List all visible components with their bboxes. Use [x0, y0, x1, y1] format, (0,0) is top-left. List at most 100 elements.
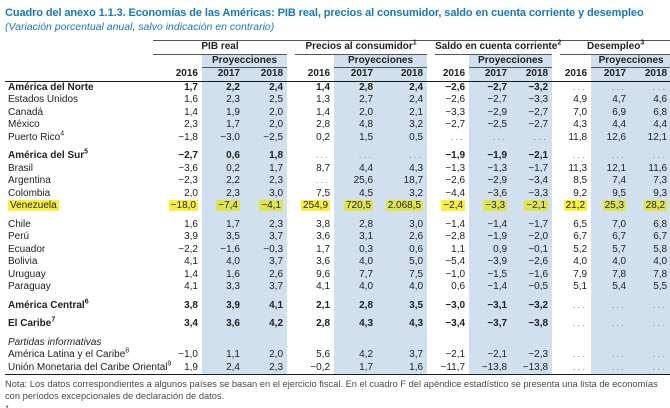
value-cell: 1,4: [316, 81, 331, 93]
table-row: América Latina y el Caribe8 −1,0 1,1 2,0 5,6…: [5, 348, 670, 362]
value-cell: −4,4: [445, 187, 466, 199]
value-cell: 3,6: [316, 256, 331, 267]
value-cell: 1,1: [451, 243, 466, 255]
value-cell: 18,7: [377, 175, 428, 188]
value-cell: 1,3: [316, 94, 331, 105]
value-cell: 3,0: [244, 187, 288, 200]
value-cell: −3,8: [511, 312, 553, 331]
row-label: Argentina: [8, 175, 51, 186]
table-row: Brasil −3,6 0,2 1,7 8,7 4,4 4,3 −1,3 −1,3 −1,7 11,…: [5, 162, 670, 175]
value-cell: 12,6: [591, 131, 631, 144]
corner-cell: [5, 54, 153, 68]
value-cell: −3,7: [469, 312, 512, 331]
group-gap: [552, 231, 560, 244]
group-gap: [287, 175, 295, 188]
value-cell: 4,1: [184, 281, 198, 292]
value-cell: 4,3: [377, 162, 428, 175]
value-cell: [469, 330, 512, 349]
group-gap: [552, 312, 560, 331]
value-cell: −3,6: [178, 162, 198, 174]
value-cell: ...: [591, 349, 631, 362]
value-cell: 3,3: [202, 281, 244, 294]
value-cell: 1,7: [202, 212, 244, 231]
value-cell: 1,4: [316, 106, 331, 118]
table-row: América del Norte 1,7 2,2 2,4 1,4 2,8 2,4 −2,6−…: [5, 81, 670, 94]
value-cell: [511, 330, 553, 349]
value-cell: 4,0: [377, 281, 428, 294]
value-cell: 3,1: [334, 231, 378, 244]
value-cell: 0,2: [202, 162, 244, 175]
value-cell: ...: [560, 361, 592, 375]
value-cell: 2,0: [244, 106, 288, 119]
value-cell: ...: [591, 144, 631, 163]
row-label: América Central6: [8, 298, 89, 311]
value-cell: [560, 331, 591, 350]
table-row: Partidas informativas: [5, 330, 670, 350]
column-group-header: Desempleo3: [560, 40, 670, 55]
value-cell: −7,4: [202, 200, 244, 213]
clipped-footnote-marker: 1: [5, 404, 670, 408]
table-row: Perú 3,9 3,5 3,7 3,6 3,1 2,6 −2,8 −1,9 −2,0 6,7 6,7…: [5, 231, 670, 244]
value-cell: [630, 330, 670, 349]
value-cell: −2,3: [511, 349, 553, 362]
value-cell: 2,4: [377, 94, 428, 107]
year-header: 2017: [202, 67, 244, 82]
value-cell: 8,7: [316, 162, 331, 174]
value-cell: [295, 331, 334, 350]
value-cell: 4,0: [573, 256, 588, 267]
value-cell: 5,4: [591, 281, 631, 294]
value-cell: 6,8: [630, 106, 670, 119]
row-label: América del Sur5: [8, 148, 89, 161]
value-cell: 0,5: [377, 131, 428, 144]
value-cell: 4,3: [377, 312, 428, 331]
value-cell: −1,9: [469, 231, 512, 244]
value-cell: 3,8: [184, 299, 198, 311]
value-cell: [377, 330, 428, 349]
value-cell: 5,1: [573, 281, 588, 292]
group-gap: [427, 361, 436, 375]
value-cell: 7,7: [334, 268, 378, 281]
table-row: Chile 1,6 1,7 2,3 3,8 2,8 3,0 −1,4 −1,4 −1,7 6,5 7,…: [5, 212, 670, 231]
value-cell: 7,5: [377, 268, 428, 281]
group-gap: [427, 294, 435, 313]
value-cell: 11,8: [568, 131, 588, 143]
row-label: Ecuador: [8, 243, 46, 255]
group-gap: [552, 331, 560, 350]
year-header: 2017: [469, 67, 512, 82]
table-row: Ecuador −2,2 −1,6 −0,3 1,7 0,3 0,6 1,1 0,9 −0,1 5,…: [5, 243, 670, 257]
value-cell: −1,6: [511, 268, 553, 281]
value-cell: 1,7: [334, 361, 378, 375]
value-cell: 7,4: [591, 175, 631, 188]
table-row: Canadá 1,4 1,9 2,0 1,4 2,0 2,1 −3,3 −2,9 −2,7 7,0 6…: [5, 106, 670, 119]
value-cell: −1,3: [445, 162, 466, 174]
value-cell: ...: [511, 131, 553, 144]
group-gap: [427, 244, 435, 257]
value-cell: 1,5: [334, 131, 378, 144]
value-cell: −18,0: [168, 200, 198, 211]
year-header: 2018: [244, 67, 288, 82]
value-cell: 1,4: [184, 106, 198, 118]
value-cell: ...: [469, 131, 512, 144]
value-cell: 3,5: [202, 231, 244, 244]
table-row: Argentina −2,3 2,2 2,3... 25,6 18,7 −2,6 −2,9 −3…: [5, 175, 670, 188]
row-label: Puerto Rico4: [8, 130, 65, 143]
value-cell: 2,8: [334, 293, 378, 312]
value-cell: −1,6: [202, 243, 244, 256]
group-gap: [552, 54, 560, 68]
value-cell: −3,3: [511, 94, 553, 107]
value-cell: 3,4: [184, 318, 198, 329]
value-cell: −0,5: [511, 281, 553, 294]
row-label: Canadá: [8, 106, 44, 118]
value-cell: 0,6: [377, 243, 428, 256]
value-cell: 4,0: [202, 256, 244, 269]
value-cell: 7,0: [573, 106, 588, 118]
group-gap: [427, 144, 435, 163]
value-cell: [202, 330, 244, 349]
group-gap: [287, 256, 295, 269]
group-gap: [427, 331, 435, 350]
group-gap: [427, 132, 435, 145]
table-row: México 2,3 1,7 2,0 2,8 4,8 3,2 −2,7 −2,5 −2,7 4,3 4…: [5, 119, 670, 132]
year-header: 2017: [334, 67, 378, 82]
group-gap: [427, 119, 435, 132]
group-gap: [427, 256, 435, 269]
